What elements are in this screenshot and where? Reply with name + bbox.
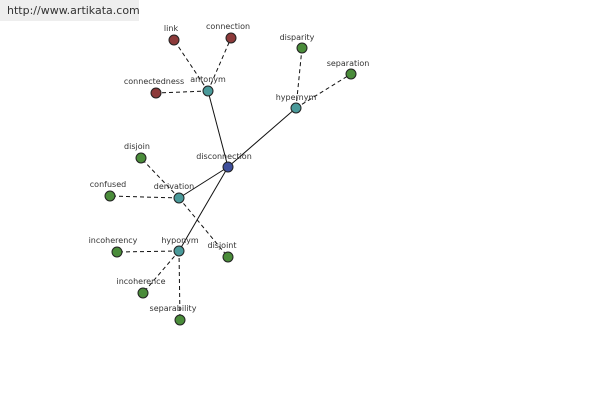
node-link[interactable] (168, 34, 180, 46)
edges-layer (109, 37, 352, 321)
node-label-disparity[interactable]: disparity (280, 33, 315, 42)
node-label-hyponym[interactable]: hyponym (161, 236, 199, 245)
edge-hyponym-incoherence (142, 250, 180, 294)
node-label-connectedness[interactable]: connectedness (124, 77, 184, 86)
edge-antonym-connection (207, 37, 232, 92)
node-antonym[interactable] (202, 85, 214, 97)
node-label-link[interactable]: link (164, 24, 179, 33)
node-disjoint[interactable] (222, 251, 234, 263)
node-connection[interactable] (225, 32, 237, 44)
edge-disconnection-hypernym (227, 107, 297, 168)
edge-hyponym-incoherency (116, 250, 180, 253)
node-disjoin[interactable] (135, 152, 147, 164)
node-label-disconnection[interactable]: disconnection (196, 152, 252, 161)
edge-derivation-confused (109, 195, 180, 199)
node-label-derivation[interactable]: derivation (154, 182, 194, 191)
site-watermark: http://www.artikata.com (0, 0, 140, 21)
node-separability[interactable] (174, 314, 186, 326)
node-connectedness[interactable] (150, 87, 162, 99)
node-label-separation[interactable]: separation (327, 59, 370, 68)
node-label-confused[interactable]: confused (90, 180, 126, 189)
node-label-disjoin[interactable]: disjoin (124, 142, 150, 151)
node-label-antonym[interactable]: antonym (190, 75, 226, 84)
edge-disconnection-hyponym (178, 166, 229, 252)
edge-hypernym-separation (295, 73, 352, 109)
edge-hypernym-disparity (295, 47, 303, 109)
node-separation[interactable] (345, 68, 357, 80)
edge-antonym-link (173, 39, 209, 92)
node-label-hypernym[interactable]: hypernym (276, 93, 317, 102)
node-label-incoherency[interactable]: incoherency (89, 236, 138, 245)
node-label-separability[interactable]: separability (150, 304, 197, 313)
node-derivation[interactable] (173, 192, 185, 204)
labels-layer: disconnection antonym hypernym derivation hy… (89, 22, 370, 313)
node-label-disjoint[interactable]: disjoint (207, 241, 236, 250)
node-confused[interactable] (104, 190, 116, 202)
node-incoherency[interactable] (111, 246, 123, 258)
edge-derivation-disjoin (140, 157, 180, 199)
edge-hyponym-separability (178, 250, 181, 321)
node-disconnection[interactable] (222, 161, 234, 173)
node-label-incoherence[interactable]: incoherence (116, 277, 165, 286)
node-disparity[interactable] (296, 42, 308, 54)
edge-antonym-connectedness (155, 90, 209, 94)
edge-derivation-disjoint (178, 197, 229, 258)
node-label-connection[interactable]: connection (206, 22, 250, 31)
edge-disconnection-derivation (178, 166, 229, 199)
edge-disconnection-antonym (207, 90, 229, 168)
node-incoherence[interactable] (137, 287, 149, 299)
nodes-layer (104, 32, 357, 326)
node-hyponym[interactable] (173, 245, 185, 257)
node-hypernym[interactable] (290, 102, 302, 114)
